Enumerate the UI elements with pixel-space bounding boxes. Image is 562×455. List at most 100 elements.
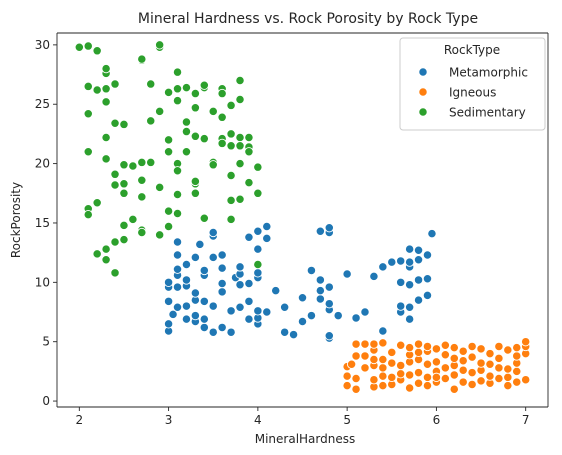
data-point <box>155 182 165 193</box>
data-point <box>83 109 93 119</box>
data-point <box>324 299 334 309</box>
data-point <box>74 42 84 52</box>
data-point <box>396 301 406 311</box>
data-point <box>199 314 209 324</box>
data-point <box>404 280 415 290</box>
data-point <box>279 327 290 337</box>
data-point <box>83 41 93 51</box>
data-point <box>378 338 388 348</box>
data-point <box>413 295 424 305</box>
data-point <box>83 147 93 157</box>
data-point <box>422 372 433 382</box>
data-point <box>413 275 424 285</box>
data-point <box>422 359 433 369</box>
data-point <box>324 331 334 341</box>
data-point <box>476 358 486 368</box>
data-point <box>235 262 245 272</box>
legend-label-igneous: Igneous <box>449 86 496 100</box>
data-point <box>404 257 415 267</box>
legend-items: Metamorphic Igneous Sedimentary <box>418 66 528 120</box>
data-point <box>101 132 111 143</box>
data-point <box>181 314 192 324</box>
data-point <box>172 264 183 274</box>
data-point <box>333 310 343 321</box>
y-tick-label: 0 <box>42 394 50 408</box>
data-point <box>351 384 361 394</box>
y-tick-label: 30 <box>35 38 50 52</box>
data-point <box>244 132 254 143</box>
data-point <box>431 372 442 382</box>
data-point <box>262 221 272 232</box>
data-point <box>404 244 415 254</box>
data-point <box>351 373 361 384</box>
data-point <box>494 373 504 384</box>
data-point <box>163 87 174 98</box>
x-tick-label: 3 <box>165 413 173 427</box>
data-point <box>378 326 388 336</box>
data-point <box>378 380 388 391</box>
data-point <box>404 370 415 380</box>
data-point <box>119 234 129 245</box>
data-point <box>163 319 174 329</box>
data-point <box>422 380 433 391</box>
y-axis-title: RockPorosity <box>9 182 23 258</box>
data-point <box>404 314 415 324</box>
data-point <box>253 188 263 198</box>
data-point <box>449 384 459 394</box>
data-point <box>163 206 174 216</box>
data-point <box>155 106 165 117</box>
data-point <box>119 179 129 189</box>
data-point <box>413 378 424 388</box>
legend: RockType Metamorphic Igneous Sedimentary <box>399 37 546 131</box>
data-point <box>181 126 192 137</box>
data-point <box>360 351 370 361</box>
data-point <box>137 227 147 238</box>
data-point <box>440 340 450 350</box>
data-point <box>235 141 245 151</box>
data-point <box>440 350 450 360</box>
data-point <box>253 226 263 236</box>
y-tick-label: 10 <box>35 275 50 289</box>
data-point <box>226 195 236 206</box>
data-point <box>199 213 209 223</box>
data-point <box>172 302 183 312</box>
x-tick-label: 7 <box>522 413 530 427</box>
data-point <box>217 112 227 122</box>
data-point <box>360 307 370 317</box>
data-point <box>163 296 174 306</box>
data-point <box>494 353 504 363</box>
data-point <box>351 351 361 361</box>
data-point <box>110 118 120 128</box>
data-point <box>396 256 406 266</box>
legend-label-metamorphic: Metamorphic <box>449 66 528 80</box>
chart-title: Mineral Hardness vs. Rock Porosity by Ro… <box>138 11 478 27</box>
data-point <box>387 358 397 368</box>
data-point <box>396 369 406 379</box>
data-point <box>521 375 531 385</box>
data-point <box>351 313 361 323</box>
data-point <box>146 116 156 126</box>
data-point <box>217 278 227 289</box>
data-point <box>190 176 201 187</box>
data-point <box>235 75 245 86</box>
data-point <box>137 175 147 185</box>
legend-label-sedimentary: Sedimentary <box>449 106 526 120</box>
data-point <box>172 282 183 292</box>
data-point <box>315 226 325 236</box>
data-point <box>172 237 183 247</box>
x-tick-label: 6 <box>433 413 441 427</box>
data-point <box>476 344 486 354</box>
data-point <box>146 79 156 89</box>
data-point <box>128 161 138 171</box>
data-point <box>181 301 192 311</box>
legend-title: RockType <box>444 43 500 57</box>
data-point <box>226 327 236 337</box>
data-point <box>181 147 192 157</box>
data-point <box>404 302 415 312</box>
data-point <box>217 250 227 260</box>
data-point <box>449 370 459 380</box>
data-point <box>387 372 397 382</box>
data-point <box>244 296 254 306</box>
